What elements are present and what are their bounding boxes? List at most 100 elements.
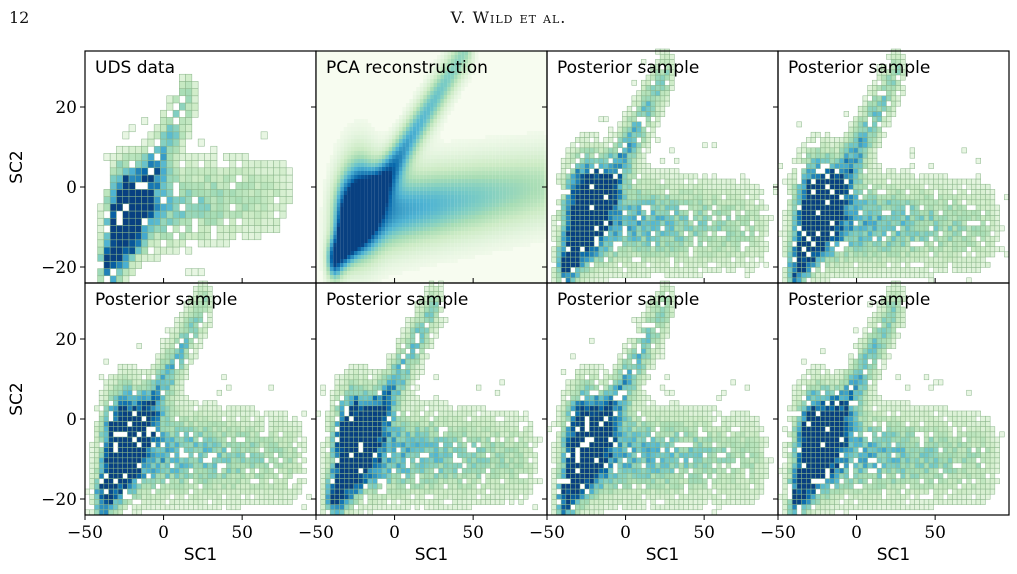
heatmap-cell [678,194,684,201]
heatmap-cell [492,227,496,231]
heatmap-cell [509,159,514,163]
heatmap-cell [579,241,585,247]
heatmap-cell [881,121,887,128]
heatmap-cell [412,199,417,203]
heatmap-cell [478,179,482,183]
heatmap-cell [806,168,812,175]
heatmap-cell [426,115,431,119]
heatmap-cell [492,179,496,183]
heatmap-cell [412,183,417,187]
heatmap-cell [867,189,873,195]
heatmap-cell [360,199,365,203]
heatmap-cell [674,189,680,195]
heatmap-cell [502,247,507,251]
heatmap-cell [603,272,609,279]
heatmap-cell [895,246,901,253]
heatmap-cell [461,187,465,191]
heatmap-cell [815,163,821,169]
heatmap-cell [556,173,562,180]
heatmap-cell [471,67,476,71]
heatmap-cell [364,199,368,203]
heatmap-cell [426,255,431,259]
heatmap-cell [928,272,934,279]
heatmap-cell [499,227,503,231]
heatmap-cell [815,178,821,185]
heatmap-cell [900,220,906,227]
heatmap-cell [454,199,458,203]
heatmap-cell [433,95,437,99]
heatmap-cell [412,239,417,243]
heatmap-cell [360,147,365,151]
heatmap-cell [354,259,358,263]
heatmap-cell [419,175,424,179]
heatmap-cell [598,152,604,159]
heatmap-cell [103,196,111,205]
heatmap-cell [952,256,958,263]
heatmap-cell [603,157,609,164]
heatmap-cell [796,209,802,216]
heatmap-cell [381,171,386,175]
heatmap-cell [519,219,524,223]
heatmap-cell [824,147,831,154]
heatmap-cell [402,135,406,139]
heatmap-cell [437,127,441,131]
heatmap-cell [730,199,736,206]
heatmap-cell [416,219,420,223]
heatmap-cell [810,209,816,216]
heatmap-cell [185,246,193,255]
heatmap-cell [333,247,337,251]
heatmap-cell [516,167,520,171]
heatmap-cell [697,194,703,201]
heatmap-cell [692,267,699,273]
heatmap-cell [530,235,534,239]
heatmap-cell [350,139,355,143]
heatmap-cell [938,189,944,195]
heatmap-cell [360,235,365,239]
heatmap-cell [172,131,180,140]
heatmap-cell [426,87,431,91]
heatmap-cell [862,147,868,154]
heatmap-cell [636,230,642,237]
heatmap-cell [191,203,199,212]
heatmap-cell [147,174,155,183]
heatmap-cell [725,189,732,195]
heatmap-cell [530,143,534,147]
heatmap-cell [519,183,524,187]
heatmap-cell [319,251,323,255]
heatmap-cell [89,499,95,505]
heatmap-cell [895,183,901,190]
heatmap-cell [89,493,95,500]
heatmap-cell [447,83,451,87]
heatmap-cell [810,277,816,284]
heatmap-cell [933,183,939,190]
heatmap-cell [603,225,609,232]
heatmap-cell [697,235,703,242]
heatmap-cell [961,225,967,232]
heatmap-cell [499,139,503,143]
heatmap-cell [392,195,396,199]
heatmap-cell [367,207,372,211]
heatmap-cell [509,179,514,183]
heatmap-cell [570,230,576,237]
heatmap-cell [952,225,958,232]
heatmap-cell [933,261,939,268]
heatmap-cell [426,215,431,219]
heatmap-cell [357,223,361,227]
heatmap-cell [416,107,420,111]
heatmap-cell [980,230,986,237]
heatmap-cell [412,243,417,247]
heatmap-cell [589,241,595,247]
heatmap-cell [392,147,396,151]
heatmap-cell [481,215,486,219]
heatmap-cell [659,220,666,227]
heatmap-cell [122,232,130,241]
heatmap-cell [612,168,618,175]
heatmap-cell [843,220,849,227]
heatmap-cell [919,183,925,190]
heatmap-cell [128,225,136,233]
heatmap-cell [433,147,437,151]
heatmap-cell [881,246,887,253]
heatmap-cell [608,230,614,237]
heatmap-cell [796,215,802,221]
heatmap-cell [853,183,859,190]
